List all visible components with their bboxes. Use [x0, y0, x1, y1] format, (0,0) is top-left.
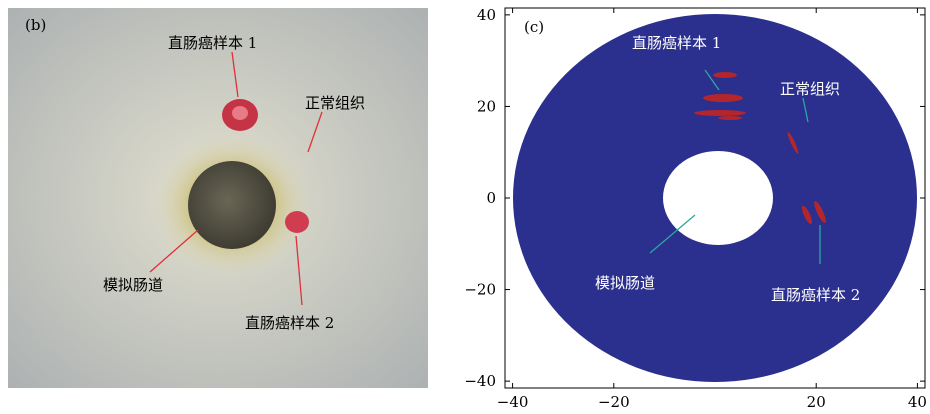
x-tick-label: −20	[598, 393, 630, 410]
y-tick-label: 20	[477, 97, 496, 115]
y-tick-label: 0	[486, 189, 496, 207]
tumor-sample	[285, 211, 309, 233]
annotation: 直肠癌样本 2	[245, 314, 334, 332]
photo-panel: (b) 直肠癌样本 1 正常组织 模拟肠道 直肠癌样本 2	[8, 8, 428, 388]
x-tick-label: −40	[497, 393, 529, 410]
signal-blob	[694, 110, 746, 116]
center-hole	[663, 151, 773, 245]
annotation: 正常组织	[780, 80, 840, 98]
annotation: 直肠癌样本 1	[632, 34, 721, 52]
signal-blob	[713, 72, 737, 78]
y-tick-label: 40	[477, 6, 496, 24]
annotation: 直肠癌样本 2	[771, 286, 860, 304]
figure: (b) 直肠癌样本 1 正常组织 模拟肠道 直肠癌样本 2 直肠癌样本 1 正常组…	[0, 0, 930, 410]
annotation: 模拟肠道	[595, 274, 655, 292]
signal-blob	[718, 116, 742, 120]
annotation: 模拟肠道	[103, 276, 163, 294]
annotation: 直肠癌样本 1	[168, 34, 257, 52]
x-tick-label: 40	[908, 393, 927, 410]
intestine-model	[188, 161, 276, 249]
y-tick-label: −40	[464, 372, 496, 390]
x-tick-label: 20	[807, 393, 826, 410]
page: {"panels": [ {"label": "(b)", "annotatio…	[0, 0, 930, 410]
y-tick-label: −20	[464, 281, 496, 299]
annotation: 正常组织	[305, 94, 365, 112]
panel-label: (c)	[524, 18, 544, 36]
tumor-highlight	[232, 106, 248, 120]
panel-label: (b)	[25, 16, 46, 34]
signal-blob	[703, 94, 743, 102]
